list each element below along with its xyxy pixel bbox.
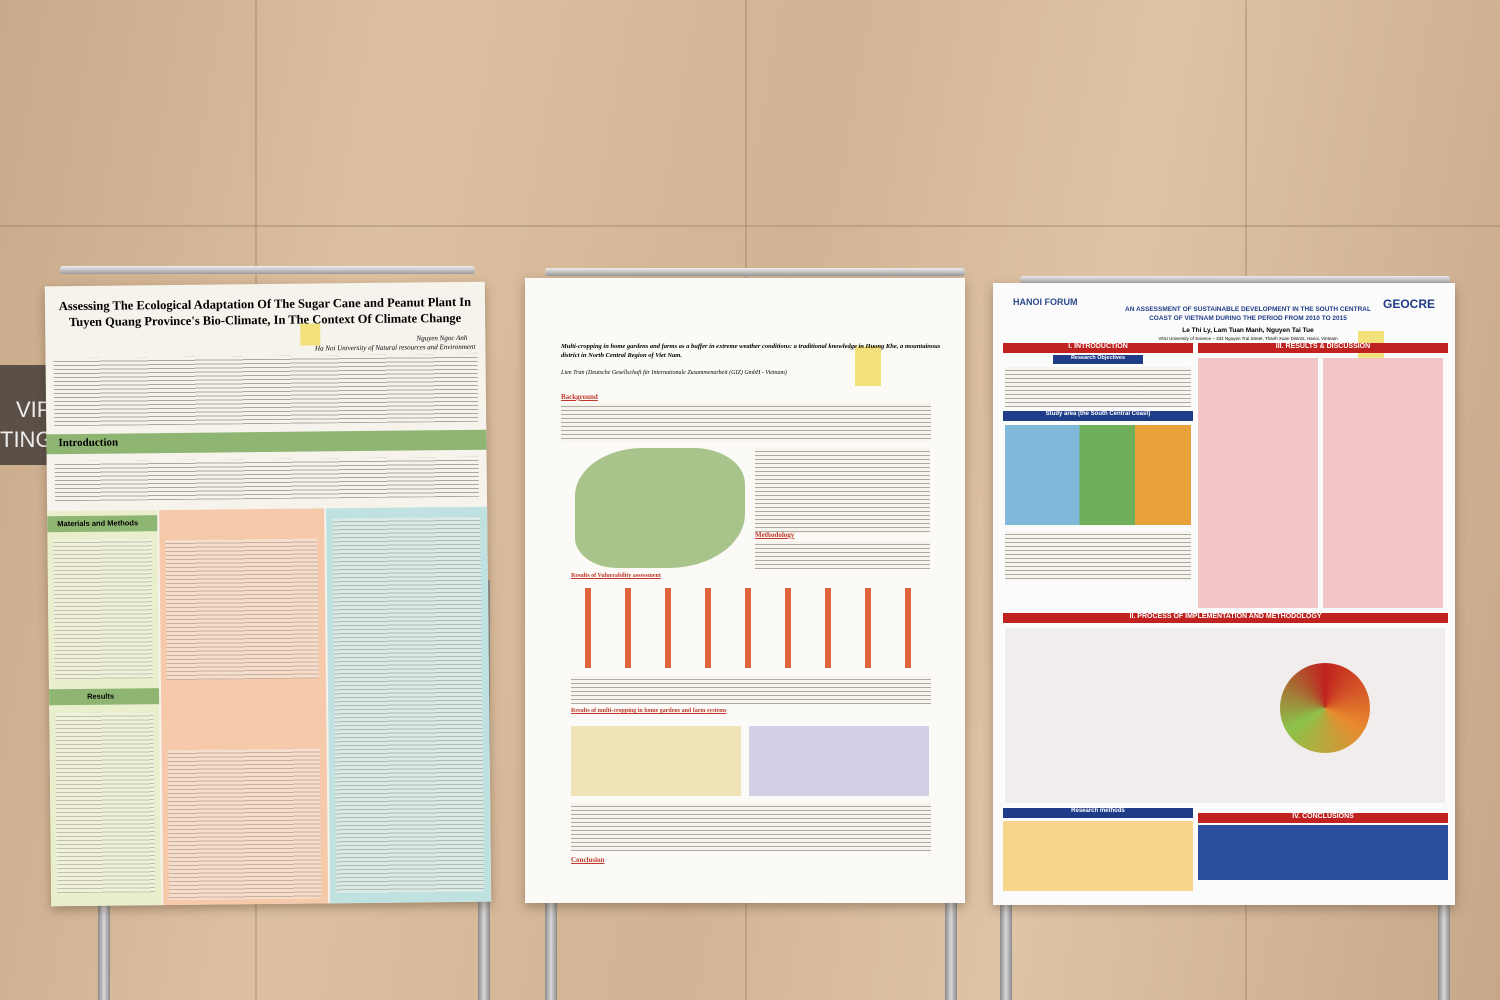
bar-charts xyxy=(571,588,931,668)
text-block xyxy=(1005,367,1191,407)
section-bar: III. RESULTS & DISCUSSION xyxy=(1198,343,1448,353)
text-block xyxy=(561,403,931,441)
poster: HANOI FORUM GEOCRE AN ASSESSMENT OF SUST… xyxy=(993,283,1455,905)
logo: HANOI FORUM xyxy=(1013,297,1078,307)
stand-rod xyxy=(545,268,965,276)
stand-leg xyxy=(1000,900,1012,1000)
sticky-note xyxy=(300,323,321,346)
column xyxy=(326,506,492,904)
stand-leg xyxy=(98,900,110,1000)
table xyxy=(571,726,741,796)
author: Lien Tran (Deutsche Gesellschaft für Int… xyxy=(561,370,787,376)
stand-leg xyxy=(945,900,957,1000)
text-block xyxy=(571,803,931,851)
wheel-chart xyxy=(1280,663,1370,753)
stand-leg xyxy=(545,900,557,1000)
text-block xyxy=(53,353,479,427)
map xyxy=(575,448,745,568)
wall-seam xyxy=(0,225,1500,227)
text-block xyxy=(755,541,930,569)
section-bar: Results xyxy=(48,688,160,706)
text-block xyxy=(167,748,322,901)
column xyxy=(159,508,329,906)
section-bar: IV. CONCLUSIONS xyxy=(1198,813,1448,823)
diagram xyxy=(1005,628,1445,803)
section-heading: Results xyxy=(87,691,115,701)
methods-box xyxy=(1003,821,1193,891)
poster: Multi-cropping in home gardens and farms… xyxy=(525,278,965,903)
section-bar: Materials and Methods xyxy=(47,515,158,533)
section-bar: II. PROCESS OF IMPLEMENTATION AND METHOD… xyxy=(1003,613,1448,623)
sign-text: TING xyxy=(0,427,53,452)
table xyxy=(749,726,929,796)
poster: Assessing The Ecological Adaptation Of T… xyxy=(44,281,492,907)
section-bar: Introduction xyxy=(46,429,487,455)
section-heading: Conclusion xyxy=(571,856,605,864)
logo: GEOCRE xyxy=(1383,297,1436,311)
section-heading: Materials and Methods xyxy=(57,518,139,529)
affiliation: VNU University of Science – 334 Nguyen T… xyxy=(1158,336,1338,341)
section-heading: Introduction xyxy=(58,436,119,450)
authors: Le Thi Ly, Lam Tuan Manh, Nguyen Tai Tue xyxy=(1182,327,1314,334)
stand-rod xyxy=(60,266,475,274)
section-heading: Results of Vulnerability assessment xyxy=(571,573,661,579)
map xyxy=(1005,425,1191,525)
section-heading: Background xyxy=(561,393,598,401)
stand-leg xyxy=(1438,900,1450,1000)
section-bar: I. INTRODUCTION xyxy=(1003,343,1193,353)
section-heading: Results of multi-cropping in home garden… xyxy=(571,708,727,714)
text-block xyxy=(55,712,156,894)
affiliation: Ha Noi University of Natural resources a… xyxy=(314,342,476,353)
column: Materials and Methods Results xyxy=(47,510,162,907)
text-block xyxy=(53,538,153,680)
section-bar: Research Objectives xyxy=(1053,355,1143,364)
poster-title: AN ASSESSMENT OF SUSTAINABLE DEVELOPMENT… xyxy=(1125,306,1371,322)
section-bar: Study area (the South Central Coast) xyxy=(1003,411,1193,421)
conclusion-box xyxy=(1198,825,1448,880)
text-block xyxy=(54,456,479,502)
section-bar: Research methods xyxy=(1003,808,1193,818)
sticky-note xyxy=(855,346,881,386)
text-block xyxy=(755,448,930,533)
text-block xyxy=(571,676,931,704)
stand-rod xyxy=(1020,276,1450,284)
table xyxy=(165,538,319,681)
section-heading: Methodology xyxy=(755,531,795,539)
charts xyxy=(1198,358,1448,608)
poster-title: Multi-cropping in home gardens and farms… xyxy=(561,343,941,359)
text-block xyxy=(1005,531,1191,581)
poster-title: Assessing The Ecological Adaptation Of T… xyxy=(58,294,472,330)
author: Nguyen Ngoc Anh xyxy=(416,333,468,343)
text-block xyxy=(332,516,485,894)
